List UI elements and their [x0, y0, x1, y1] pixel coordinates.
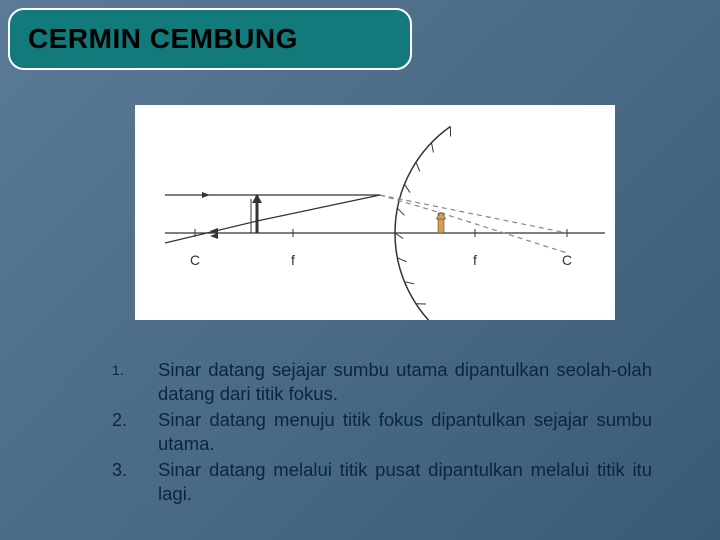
svg-text:C: C [190, 252, 200, 268]
list-item: 3.Sinar datang melalui titik pusat dipan… [112, 458, 652, 506]
list-text: Sinar datang menuju titik fokus dipantul… [158, 408, 652, 456]
list-item: 1.Sinar datang sejajar sumbu utama dipan… [112, 358, 652, 406]
list-number: 1. [112, 358, 158, 406]
title-box: CERMIN CEMBUNG [8, 8, 412, 70]
page-title: CERMIN CEMBUNG [28, 23, 298, 55]
svg-text:f: f [291, 252, 295, 268]
svg-text:C: C [562, 252, 572, 268]
list-number: 3. [112, 458, 158, 506]
list-item: 2.Sinar datang menuju titik fokus dipant… [112, 408, 652, 456]
list-text: Sinar datang sejajar sumbu utama dipantu… [158, 358, 652, 406]
list-number: 2. [112, 408, 158, 456]
list-text: Sinar datang melalui titik pusat dipantu… [158, 458, 652, 506]
svg-text:f: f [473, 252, 477, 268]
optics-diagram: Cf f C [135, 105, 615, 320]
diagram-svg: Cf f C [135, 105, 615, 320]
rules-list: 1.Sinar datang sejajar sumbu utama dipan… [112, 358, 652, 508]
